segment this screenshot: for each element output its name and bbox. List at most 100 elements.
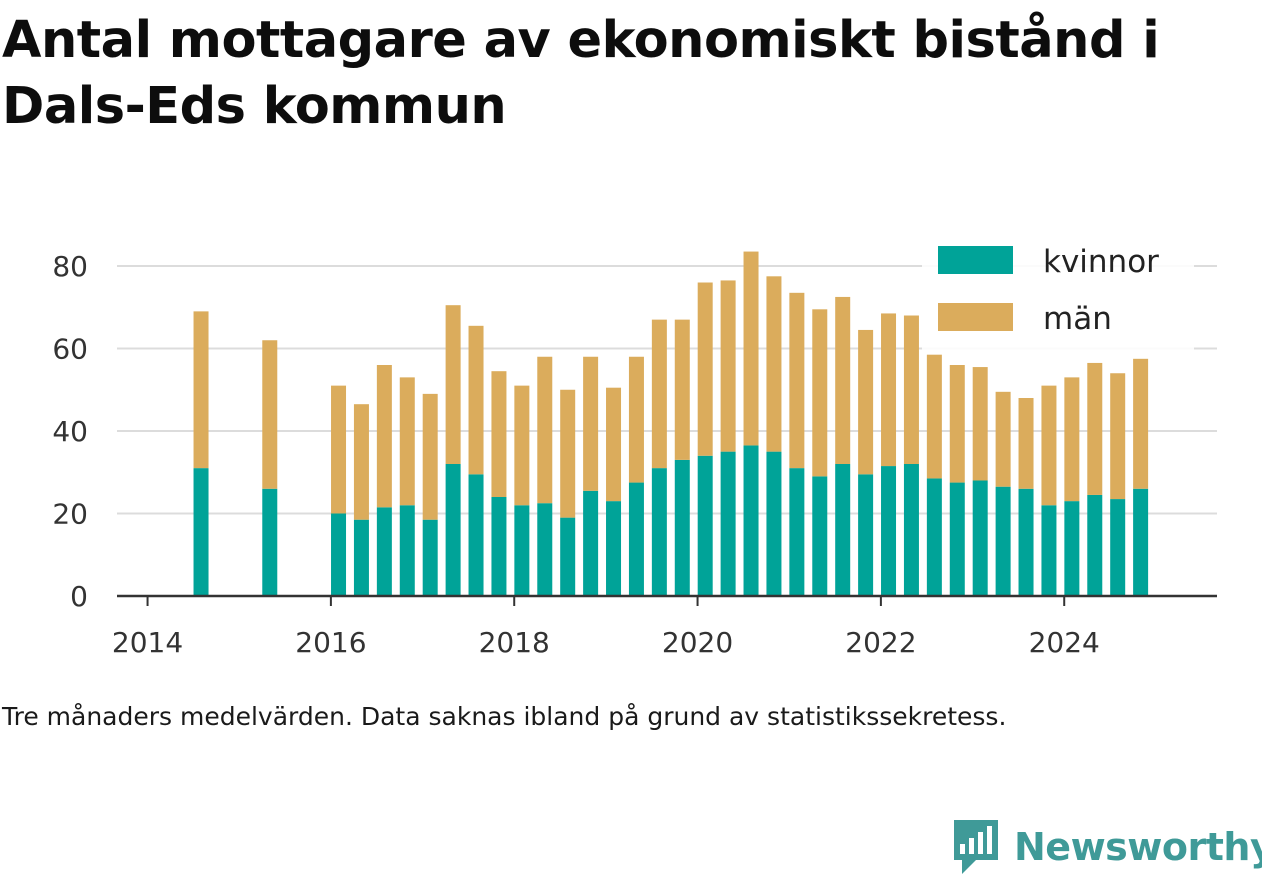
bar-man-2016-08 bbox=[376, 365, 392, 508]
bar-kvinnor-2020-05 bbox=[720, 451, 736, 596]
bar-man-2021-02 bbox=[789, 292, 805, 469]
bar-kvinnor-2019-05 bbox=[628, 482, 644, 596]
bar-man-2019-05 bbox=[628, 356, 644, 483]
bar-man-2023-08 bbox=[1018, 398, 1034, 489]
bar-man-2022-11 bbox=[949, 365, 965, 483]
bar-kvinnor-2019-11 bbox=[674, 459, 690, 596]
bar-kvinnor-2023-05 bbox=[995, 486, 1011, 596]
bar-man-2018-08 bbox=[560, 389, 576, 518]
bar-man-2017-11 bbox=[491, 371, 507, 497]
bar-kvinnor-2024-02 bbox=[1064, 501, 1080, 596]
bar-kvinnor-2016-08 bbox=[376, 507, 392, 596]
bar-kvinnor-2022-11 bbox=[949, 482, 965, 596]
x-tick-label-2018: 2018 bbox=[479, 626, 550, 659]
brand: Newsworthy bbox=[950, 816, 1262, 878]
bar-kvinnor-2023-11 bbox=[1041, 505, 1057, 596]
bar-man-2019-02 bbox=[606, 387, 622, 502]
x-tick-label-2022: 2022 bbox=[845, 626, 916, 659]
bar-kvinnor-2022-02 bbox=[881, 466, 897, 596]
newsworthy-logo-icon bbox=[954, 820, 998, 874]
chart-note: Tre månaders medelvärden. Data saknas ib… bbox=[2, 702, 1007, 731]
bar-man-2017-02 bbox=[422, 393, 438, 520]
bar-man-2014-08 bbox=[193, 311, 209, 469]
bar-man-2018-02 bbox=[514, 385, 530, 506]
x-tick-label-2020: 2020 bbox=[662, 626, 733, 659]
bar-man-2017-05 bbox=[445, 305, 461, 464]
bar-man-2020-11 bbox=[766, 276, 782, 452]
bar-kvinnor-2017-02 bbox=[422, 519, 438, 596]
bar-man-2020-02 bbox=[697, 282, 713, 456]
bar-man-2019-08 bbox=[651, 319, 667, 469]
y-tick-label-60: 60 bbox=[52, 333, 88, 366]
bar-kvinnor-2016-11 bbox=[399, 505, 415, 596]
y-tick-label-0: 0 bbox=[70, 580, 88, 613]
bar-kvinnor-2018-11 bbox=[583, 490, 599, 596]
y-tick-label-40: 40 bbox=[52, 415, 88, 448]
bar-kvinnor-2018-02 bbox=[514, 505, 530, 596]
bar-kvinnor-2020-11 bbox=[766, 451, 782, 596]
chart-title: Antal mottagare av ekonomiskt bistånd i … bbox=[2, 11, 1160, 136]
bar-man-2024-11 bbox=[1133, 358, 1149, 489]
axes: 0 20 40 60 80 2014 2016 2018 2020 2022 2024 bbox=[52, 250, 1217, 659]
bar-kvinnor-2024-08 bbox=[1110, 499, 1126, 596]
bar-kvinnor-2020-02 bbox=[697, 455, 713, 596]
bar-kvinnor-2018-05 bbox=[537, 503, 553, 596]
chart: 0 20 40 60 80 2014 2016 2018 2020 2022 2024 kvinno… bbox=[52, 232, 1217, 659]
bar-kvinnor-2022-08 bbox=[926, 478, 942, 596]
bar-man-2023-05 bbox=[995, 391, 1011, 487]
legend: kvinnor män bbox=[922, 232, 1194, 352]
bar-kvinnor-2016-05 bbox=[353, 519, 369, 596]
bar-kvinnor-2014-08 bbox=[193, 468, 209, 596]
bar-man-2017-08 bbox=[468, 325, 484, 475]
bars bbox=[193, 251, 1149, 596]
bar-man-2016-02 bbox=[331, 385, 347, 514]
bar-kvinnor-2017-05 bbox=[445, 464, 461, 596]
bar-kvinnor-2020-08 bbox=[743, 445, 759, 596]
legend-label-män: män bbox=[1043, 301, 1112, 337]
x-tick-label-2014: 2014 bbox=[112, 626, 183, 659]
y-tick-label-20: 20 bbox=[52, 498, 88, 531]
bar-man-2018-11 bbox=[583, 356, 599, 491]
bar-kvinnor-2024-05 bbox=[1087, 494, 1103, 596]
bar-man-2022-02 bbox=[881, 313, 897, 467]
y-tick-label-80: 80 bbox=[52, 250, 88, 283]
bar-man-2021-08 bbox=[835, 296, 851, 464]
bar-man-2016-11 bbox=[399, 377, 415, 506]
x-tick-label-2016: 2016 bbox=[295, 626, 366, 659]
bar-man-2021-05 bbox=[812, 309, 828, 477]
bar-kvinnor-2023-08 bbox=[1018, 488, 1034, 596]
bar-man-2024-02 bbox=[1064, 377, 1080, 502]
x-tick-label-2024: 2024 bbox=[1029, 626, 1100, 659]
bar-man-2015-05 bbox=[262, 340, 278, 489]
bar-kvinnor-2022-05 bbox=[903, 464, 919, 596]
legend-swatch-kvinnor bbox=[938, 246, 1013, 274]
bar-man-2022-08 bbox=[926, 354, 942, 479]
bar-kvinnor-2016-02 bbox=[331, 513, 347, 596]
bar-kvinnor-2017-11 bbox=[491, 497, 507, 596]
bar-man-2016-05 bbox=[353, 404, 369, 520]
bar-kvinnor-2019-08 bbox=[651, 468, 667, 596]
bar-man-2022-05 bbox=[903, 315, 919, 464]
brand-name: Newsworthy bbox=[1014, 825, 1262, 869]
bar-man-2021-11 bbox=[858, 329, 874, 475]
bar-kvinnor-2018-08 bbox=[560, 517, 576, 596]
bar-man-2023-02 bbox=[972, 367, 988, 481]
bar-man-2024-08 bbox=[1110, 373, 1126, 500]
legend-label-kvinnor: kvinnor bbox=[1043, 244, 1159, 280]
bar-kvinnor-2021-11 bbox=[858, 474, 874, 596]
bar-kvinnor-2024-11 bbox=[1133, 488, 1149, 596]
bar-man-2020-08 bbox=[743, 251, 759, 446]
bar-man-2019-11 bbox=[674, 319, 690, 460]
bar-kvinnor-2021-08 bbox=[835, 464, 851, 596]
bar-man-2023-11 bbox=[1041, 385, 1057, 506]
legend-swatch-män bbox=[938, 303, 1013, 331]
bar-kvinnor-2015-05 bbox=[262, 488, 278, 596]
bar-kvinnor-2021-05 bbox=[812, 476, 828, 596]
bar-kvinnor-2021-02 bbox=[789, 468, 805, 596]
bar-kvinnor-2017-08 bbox=[468, 474, 484, 596]
bar-kvinnor-2023-02 bbox=[972, 480, 988, 596]
bar-man-2020-05 bbox=[720, 280, 736, 452]
bar-kvinnor-2019-02 bbox=[606, 501, 622, 596]
bar-man-2024-05 bbox=[1087, 362, 1103, 495]
bar-man-2018-05 bbox=[537, 356, 553, 504]
